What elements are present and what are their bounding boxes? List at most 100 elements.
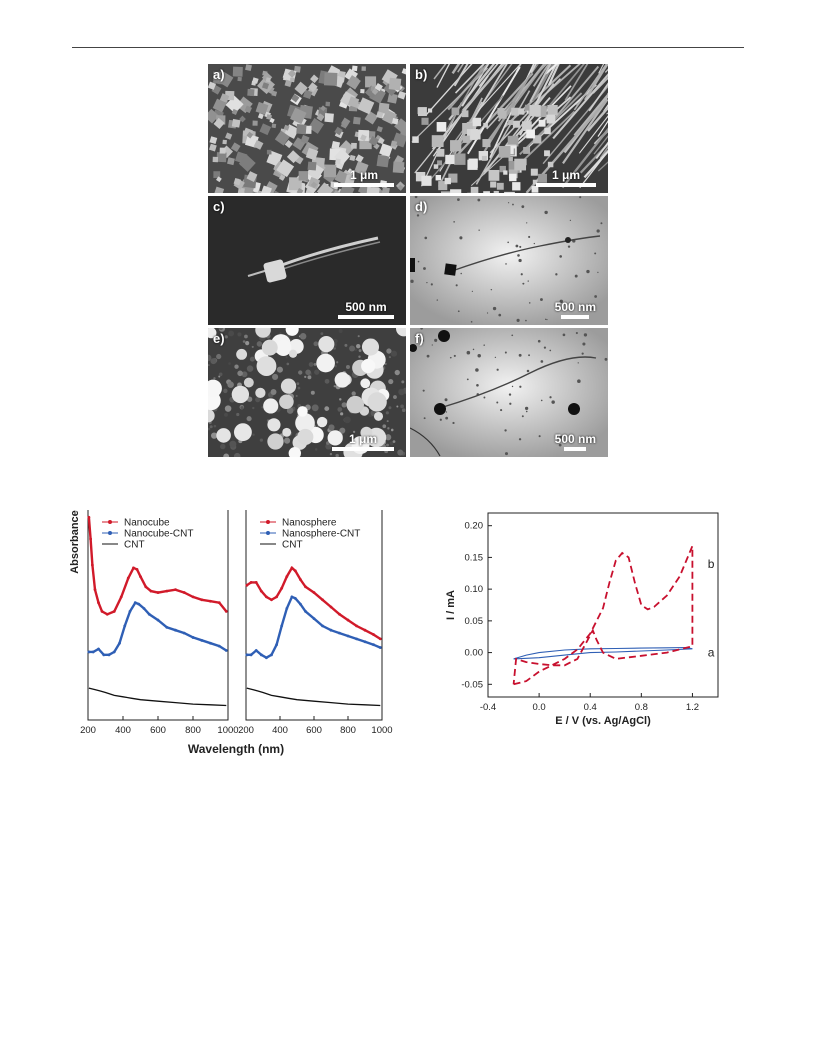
- curve-annotation: a: [708, 646, 715, 660]
- uv-data-point: [217, 644, 221, 648]
- uv-data-point: [142, 607, 146, 610]
- uv-data-point: [217, 601, 221, 605]
- uv-data-point: [224, 649, 228, 652]
- uv-data-point: [321, 598, 324, 602]
- micrograph-image: [208, 328, 406, 457]
- x-tick-label: 0.8: [635, 702, 648, 713]
- y-axis-label: I / mA: [445, 590, 457, 620]
- uv-data-point: [144, 585, 148, 589]
- uv-data-point: [304, 585, 307, 589]
- uv-series-line: [88, 687, 227, 707]
- x-axis-label: E / V (vs. Ag/AgCl): [555, 715, 651, 727]
- page-header-rule: [72, 47, 744, 48]
- uv-data-point: [329, 628, 333, 632]
- micrograph-panel-c: c) 500 nm: [208, 196, 406, 325]
- uv-data-point: [321, 624, 324, 628]
- uv-data-point: [174, 588, 177, 592]
- legend-label: Nanosphere-CNT: [282, 529, 360, 540]
- uv-data-point: [209, 599, 212, 603]
- uv-data-point: [363, 628, 367, 632]
- scale-bar-line: [564, 447, 587, 451]
- cyclic-voltammogram-chart: -0.4 0.0 0.4 0.8 1.2 -0.05 0.00 0.05 0.10 0.15 0.2…: [445, 512, 719, 727]
- scale-bar: 500 nm: [555, 300, 596, 319]
- uv-data-point: [149, 589, 153, 593]
- micrograph-image: [208, 196, 406, 325]
- uv-data-point: [312, 617, 316, 621]
- x-tick-label: 1000: [371, 725, 392, 736]
- panel-label: c): [213, 199, 225, 214]
- scale-bar-line: [561, 315, 590, 319]
- uv-data-point: [378, 646, 382, 649]
- uv-data-point: [156, 591, 160, 594]
- uv-data-point: [338, 612, 341, 616]
- y-tick-label: 0.20: [465, 521, 484, 532]
- uv-data-point: [182, 591, 186, 594]
- uv-data-point: [132, 566, 135, 570]
- y-tick-label: 0.05: [465, 616, 484, 627]
- uv-subplot-frame: [87, 510, 229, 721]
- micrograph-panel-d: d) 500 nm: [410, 196, 608, 325]
- uv-series-line: [246, 566, 381, 640]
- y-axis-label: Absorbance: [69, 510, 81, 574]
- uv-data-point: [254, 649, 258, 652]
- panel-label: e): [213, 331, 225, 346]
- micrograph-panel-e: e) 1 μm: [208, 328, 406, 457]
- legend-label: Nanosphere: [282, 518, 337, 529]
- uv-data-point: [123, 624, 127, 628]
- uv-data-point: [91, 650, 95, 654]
- scale-bar-label: 500 nm: [554, 300, 596, 314]
- micrograph-image: [410, 64, 608, 193]
- uv-data-point: [293, 569, 297, 573]
- uv-data-point: [89, 537, 93, 541]
- uv-data-point: [280, 624, 284, 628]
- scale-bar: 1 μm: [334, 168, 394, 187]
- uv-data-point: [87, 650, 91, 654]
- legend-marker: [108, 531, 112, 535]
- cv-plot-frame: [487, 512, 719, 698]
- uv-series-line: [246, 687, 381, 707]
- y-tick-label: -0.05: [461, 679, 483, 690]
- uv-data-point: [275, 643, 278, 647]
- uv-data-point: [249, 653, 253, 657]
- uv-data-point: [285, 607, 289, 610]
- uv-data-point: [90, 563, 94, 567]
- uv-data-point: [338, 631, 341, 635]
- uv-data-point: [165, 589, 169, 593]
- scale-bar-label: 1 μm: [348, 432, 378, 446]
- uv-series-line: [87, 517, 228, 616]
- micrograph-grid: a) 1 μm b) 1 μm c) 500 nm d) 500 nm e) 1 μm f) 500 …: [208, 64, 608, 457]
- x-tick-label: 800: [185, 725, 201, 736]
- y-tick-label: 0.15: [465, 552, 484, 563]
- scale-bar-line: [334, 183, 394, 187]
- uv-data-point: [304, 609, 307, 613]
- scale-bar: 500 nm: [338, 300, 394, 319]
- uv-data-point: [270, 598, 273, 602]
- uv-data-point: [293, 596, 297, 600]
- uv-data-point: [118, 641, 121, 645]
- uv-data-point: [112, 650, 116, 654]
- uv-data-point: [156, 618, 160, 622]
- uv-data-point: [191, 595, 195, 599]
- uv-data-point: [299, 602, 302, 606]
- scale-bar-line: [332, 447, 394, 451]
- uv-data-point: [259, 653, 263, 657]
- uv-data-point: [135, 567, 139, 571]
- panel-label: a): [213, 67, 225, 82]
- uv-data-point: [312, 591, 316, 594]
- cv-curve-b: [512, 545, 694, 686]
- uv-data-point: [285, 575, 289, 579]
- x-tick-label: 200: [80, 725, 96, 736]
- uv-data-point: [245, 653, 249, 657]
- uv-data-point: [280, 586, 284, 590]
- y-tick-label: 0.00: [465, 648, 484, 659]
- uv-data-point: [372, 643, 375, 647]
- panel-label: b): [415, 67, 428, 82]
- uv-data-point: [249, 581, 253, 584]
- uv-data-point: [270, 653, 273, 657]
- x-tick-label: 600: [306, 725, 322, 736]
- panel-label: d): [415, 199, 428, 214]
- uv-data-point: [363, 640, 367, 644]
- scale-bar-label: 1 μm: [551, 168, 581, 182]
- uv-data-point: [254, 581, 258, 584]
- legend-marker: [108, 520, 112, 524]
